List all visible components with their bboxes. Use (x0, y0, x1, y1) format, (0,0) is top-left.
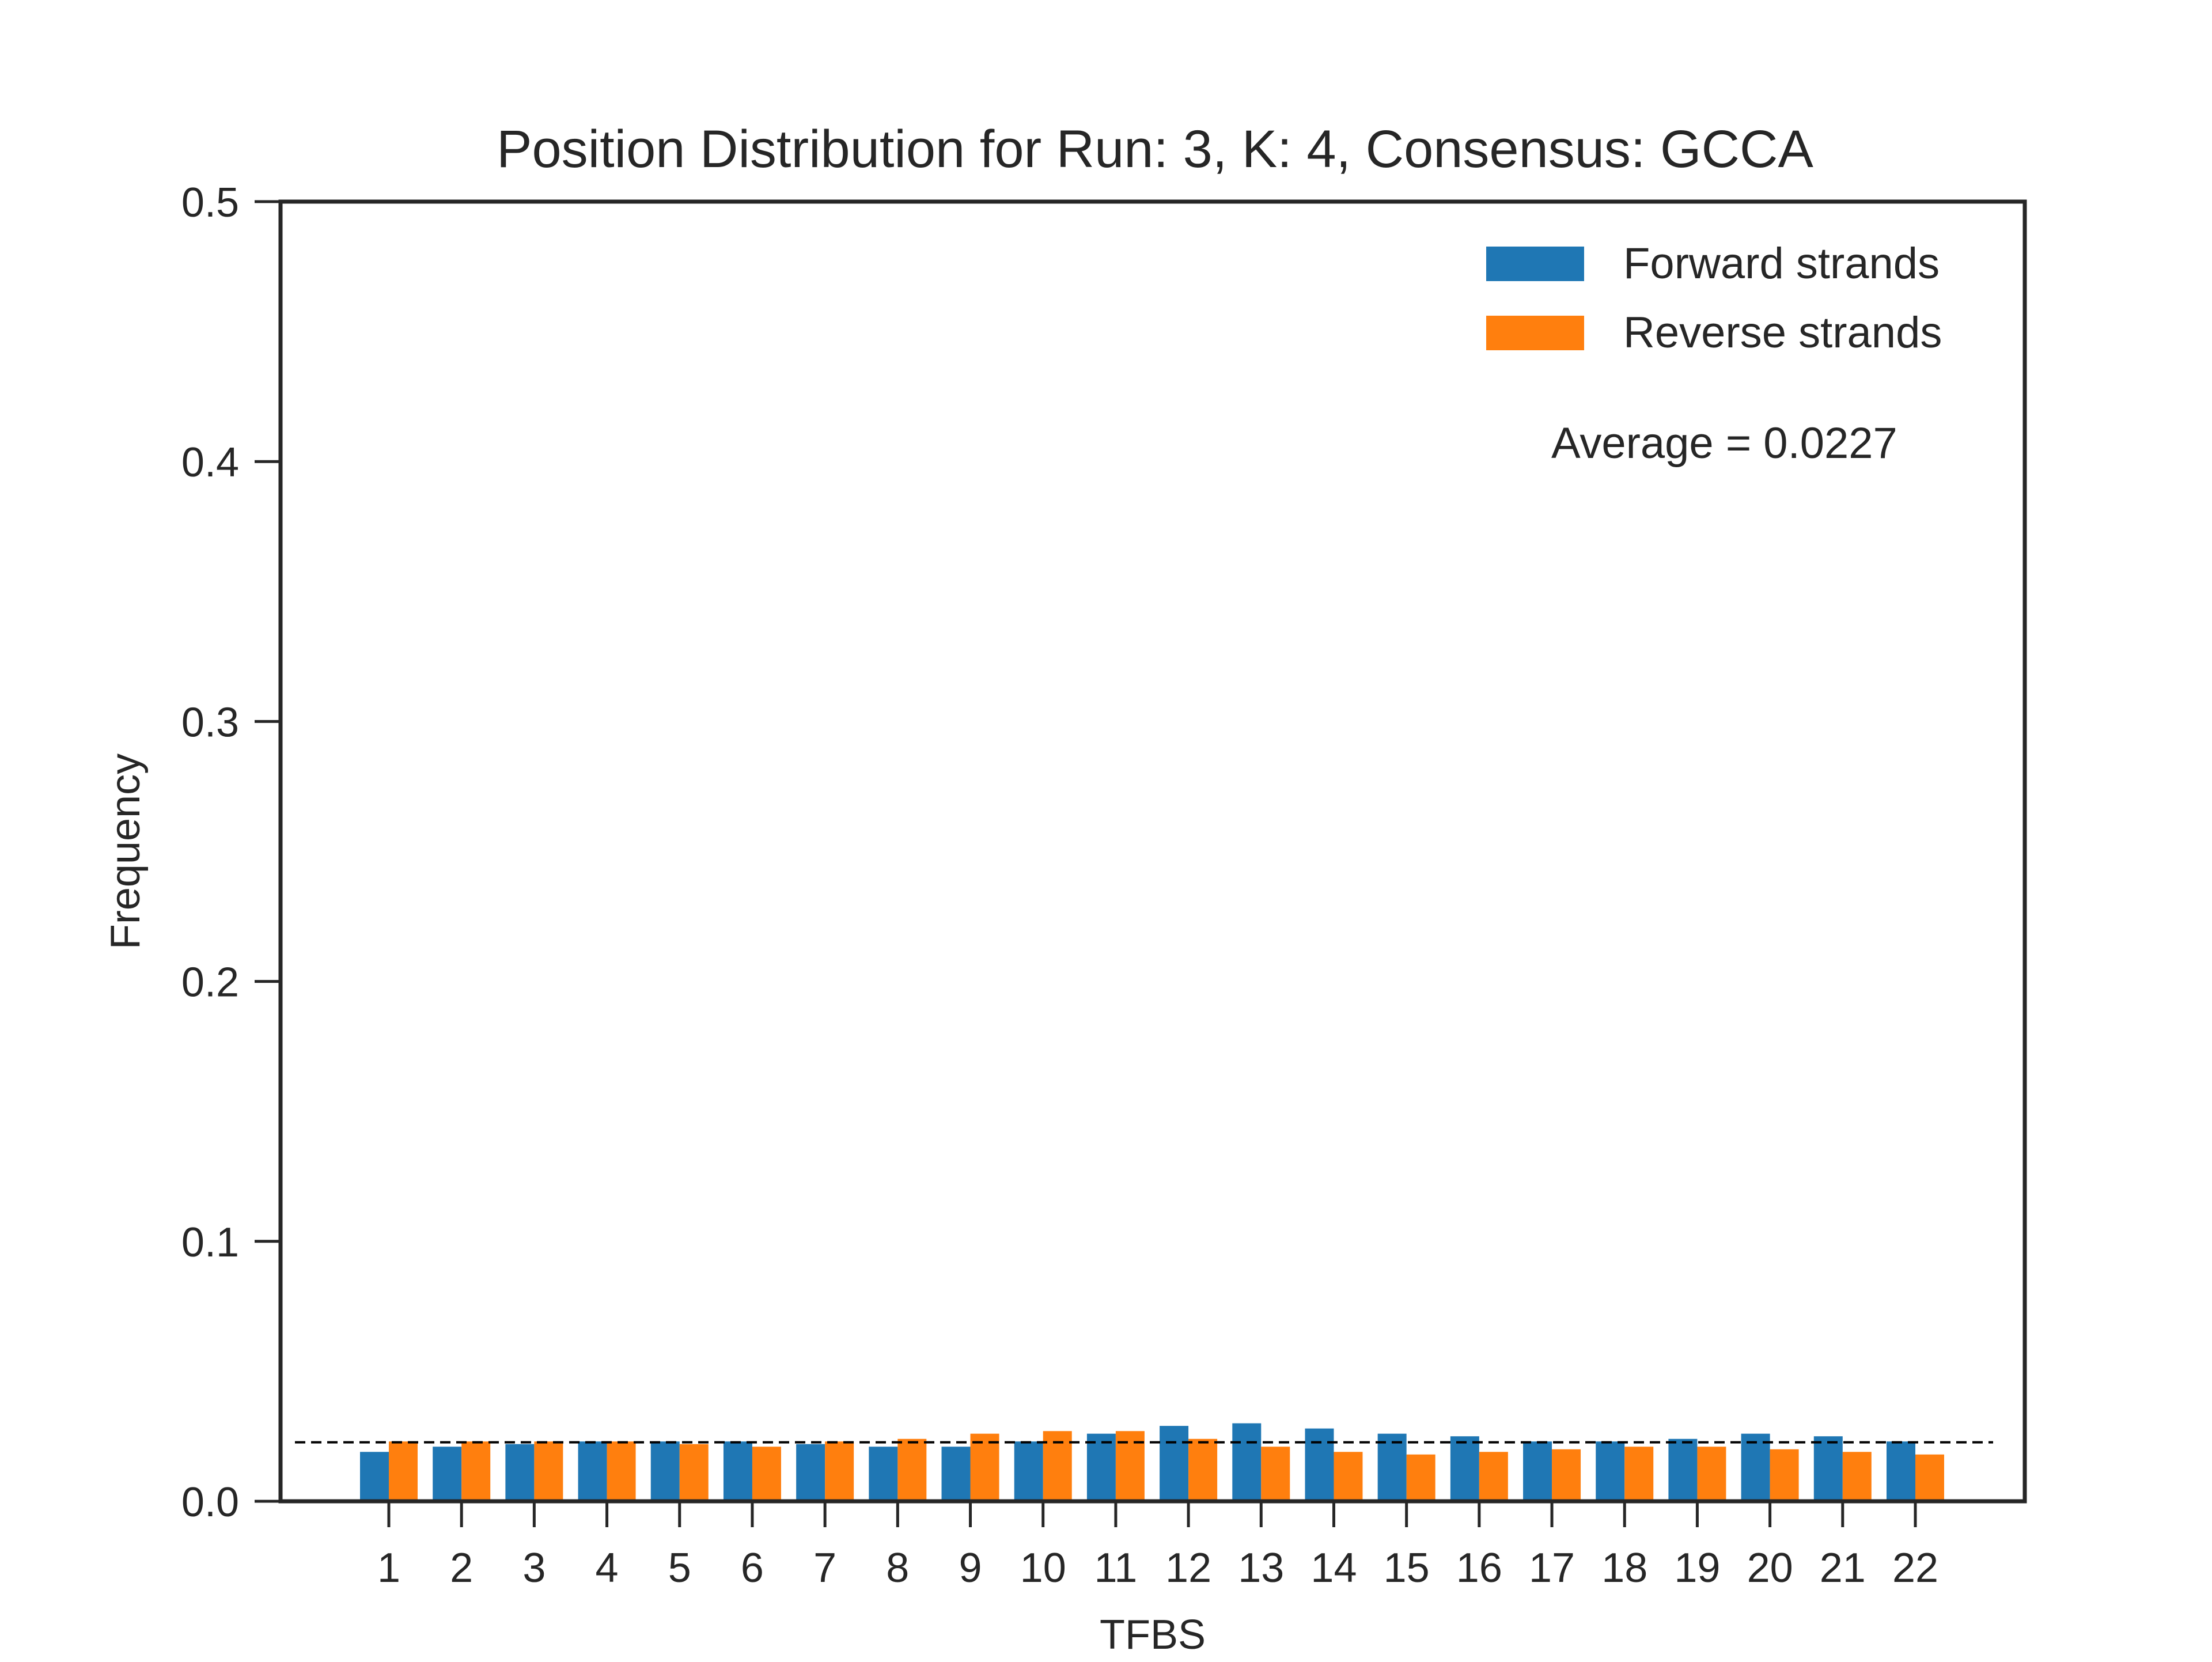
bar-forward (796, 1444, 825, 1501)
x-tick-label: 17 (1529, 1545, 1575, 1591)
x-tick-label: 10 (1020, 1545, 1066, 1591)
bar-reverse (752, 1447, 781, 1501)
bar-reverse (1697, 1447, 1726, 1501)
bar-forward (1668, 1438, 1698, 1501)
bar-reverse (970, 1433, 999, 1501)
bar-reverse (1552, 1449, 1581, 1501)
y-axis: 0.0 0.1 0.2 0.3 0.4 0.5 (181, 180, 281, 1525)
x-tick-label: 12 (1165, 1545, 1211, 1591)
chart-title: Position Distribution for Run: 3, K: 4, … (497, 120, 1813, 179)
x-axis: 1 2 3 4 5 6 7 8 9 10 11 12 13 14 15 16 17 18 19 20 21 22 (377, 1501, 1938, 1591)
x-tick-label: 19 (1674, 1545, 1720, 1591)
legend-label-forward: Forward strands (1623, 239, 1940, 288)
average-annotation: Average = 0.0227 (1551, 419, 1897, 468)
bar-forward (1086, 1433, 1116, 1501)
bar-reverse (1406, 1454, 1435, 1501)
legend: Forward strands Reverse strands (1486, 239, 1942, 357)
bar-forward (578, 1441, 607, 1501)
bar-reverse (1334, 1452, 1363, 1501)
bar-reverse (607, 1441, 636, 1501)
bar-forward (1523, 1441, 1552, 1501)
bar-reverse (1479, 1452, 1508, 1501)
bar-reverse (1261, 1447, 1290, 1501)
bar-forward (650, 1441, 680, 1501)
bar-forward (1741, 1433, 1770, 1501)
x-tick-label: 8 (886, 1545, 909, 1591)
bar-forward (1160, 1426, 1189, 1501)
x-tick-label: 1 (377, 1545, 400, 1591)
x-tick-label: 14 (1310, 1545, 1357, 1591)
x-tick-label: 22 (1892, 1545, 1938, 1591)
bar-reverse (897, 1438, 927, 1501)
bar-reverse (534, 1441, 563, 1501)
bar-forward (1450, 1436, 1479, 1501)
x-tick-label: 3 (522, 1545, 546, 1591)
bar-forward (1887, 1441, 1915, 1501)
y-tick-label: 0.1 (181, 1220, 239, 1266)
bar-forward (433, 1447, 462, 1501)
y-tick-label: 0.0 (181, 1479, 239, 1525)
bar-reverse (679, 1444, 709, 1501)
y-tick-label: 0.3 (181, 699, 239, 745)
bar-reverse (825, 1441, 854, 1501)
legend-label-reverse: Reverse strands (1623, 308, 1942, 357)
bar-forward (1596, 1441, 1625, 1501)
x-tick-label: 2 (450, 1545, 473, 1591)
y-tick-label: 0.5 (181, 180, 239, 226)
x-tick-label: 21 (1820, 1545, 1866, 1591)
x-tick-label: 20 (1747, 1545, 1793, 1591)
bar-forward (1813, 1436, 1843, 1501)
bar-forward (505, 1444, 535, 1501)
x-tick-label: 4 (596, 1545, 619, 1591)
bar-reverse (389, 1441, 418, 1501)
y-tick-label: 0.4 (181, 440, 239, 486)
bar-forward (1305, 1428, 1334, 1501)
x-tick-label: 13 (1238, 1545, 1284, 1591)
x-tick-label: 11 (1094, 1545, 1138, 1591)
bar-forward (1014, 1441, 1043, 1501)
plot-frame (278, 199, 2027, 1504)
x-tick-label: 7 (813, 1545, 836, 1591)
bar-reverse (1915, 1454, 1944, 1501)
bar-forward (723, 1441, 752, 1501)
bar-forward (1232, 1423, 1262, 1501)
bar-reverse (1624, 1447, 1654, 1501)
bar-reverse (1770, 1449, 1799, 1501)
bar-forward (360, 1452, 389, 1501)
x-tick-label: 6 (741, 1545, 764, 1591)
legend-swatch-forward (1486, 247, 1584, 281)
y-axis-label: Frequency (103, 754, 149, 949)
bars (360, 1423, 1944, 1501)
x-tick-label: 18 (1601, 1545, 1647, 1591)
x-tick-label: 15 (1384, 1545, 1430, 1591)
bar-reverse (1188, 1438, 1218, 1501)
bar-reverse (1842, 1452, 1872, 1501)
x-tick-label: 16 (1456, 1545, 1502, 1591)
x-tick-label: 5 (668, 1545, 691, 1591)
bar-forward (941, 1447, 971, 1501)
bar-reverse (461, 1441, 491, 1501)
legend-swatch-reverse (1486, 316, 1584, 350)
bar-forward (1377, 1433, 1407, 1501)
bar-forward (869, 1447, 898, 1501)
x-axis-label: TFBS (1100, 1612, 1206, 1658)
y-tick-label: 0.2 (181, 960, 239, 1006)
x-tick-label: 9 (959, 1545, 982, 1591)
